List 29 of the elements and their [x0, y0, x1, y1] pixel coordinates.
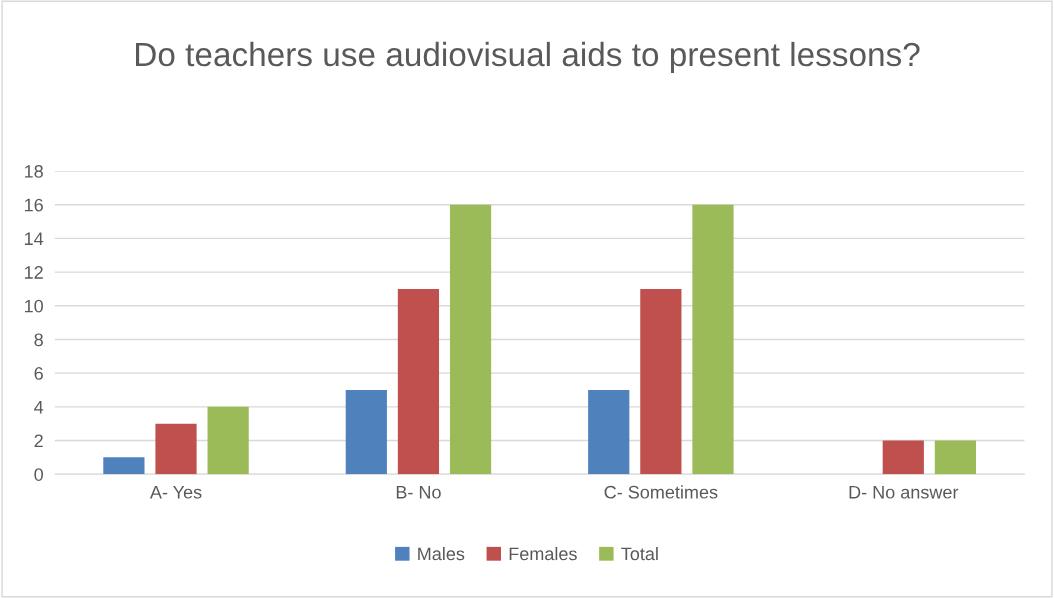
- y-tick-label: 0: [34, 468, 43, 481]
- legend-label: Females: [509, 546, 577, 561]
- bar: [345, 390, 387, 475]
- legend-label: Total: [621, 546, 658, 561]
- legend-label: Males: [418, 546, 465, 561]
- y-tick-label: 14: [24, 232, 44, 245]
- bar: [207, 406, 249, 475]
- y-tick-label: 8: [34, 333, 43, 347]
- y-tick-label: 12: [24, 266, 43, 279]
- y-tick-label: 16: [24, 198, 43, 212]
- bar: [882, 440, 924, 475]
- bar: [155, 423, 197, 475]
- bar: [692, 204, 734, 475]
- bar: [588, 390, 630, 475]
- bar: [640, 288, 682, 475]
- y-tick-label: 2: [34, 434, 43, 448]
- bar: [934, 440, 976, 475]
- y-tick-label: 4: [34, 400, 44, 414]
- bar: [449, 204, 492, 475]
- chart-title: Do teachers use audiovisual aids to present lessons?: [136, 41, 920, 73]
- y-tick-label: 18: [24, 164, 43, 178]
- bar: [103, 457, 145, 475]
- y-tick-label: 6: [34, 367, 43, 380]
- x-tick-label: B- No: [396, 485, 441, 499]
- x-tick-label: A- Yes: [149, 485, 202, 499]
- y-tick-label: 10: [24, 299, 43, 313]
- x-tick-label: C- Sometimes: [604, 485, 718, 499]
- x-tick-label: D- No answer: [849, 485, 959, 499]
- bar: [397, 288, 440, 475]
